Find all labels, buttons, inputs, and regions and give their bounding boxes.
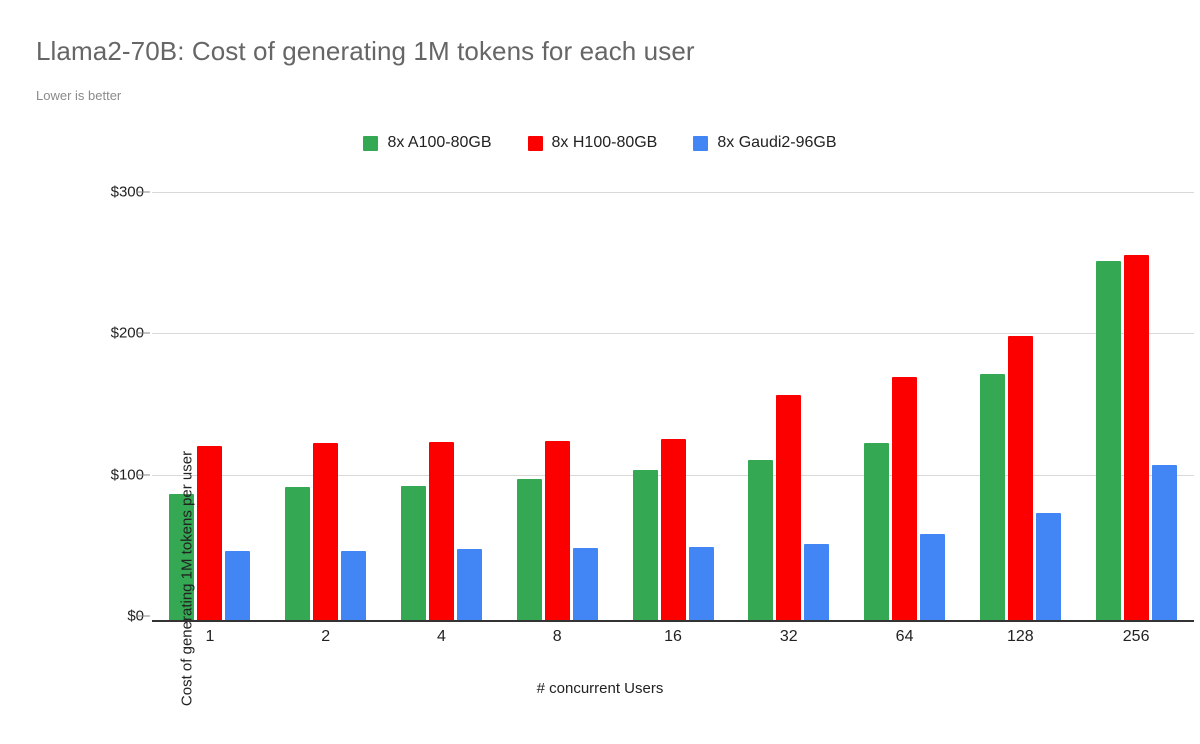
bar-group: [384, 196, 500, 620]
x-axis-tick-label: 128: [1007, 628, 1034, 645]
bar[interactable]: [776, 395, 802, 620]
y-axis-tick-mark: [136, 191, 150, 193]
legend-item[interactable]: 8x Gaudi2-96GB: [693, 134, 837, 152]
bar[interactable]: [169, 494, 195, 620]
bar-group: [731, 196, 847, 620]
legend-item[interactable]: 8x H100-80GB: [527, 134, 658, 152]
y-axis-tick-label: $100: [110, 466, 144, 484]
legend-label: 8x A100-80GB: [387, 134, 492, 151]
bar[interactable]: [225, 550, 251, 620]
bar[interactable]: [456, 549, 482, 620]
bar[interactable]: [688, 546, 714, 620]
x-axis-tick-label: 64: [895, 628, 914, 645]
x-axis-tick-label: 256: [1122, 628, 1150, 645]
bar-group: [499, 196, 615, 620]
bar[interactable]: [197, 446, 223, 620]
chart-subtitle: Lower is better: [36, 88, 122, 103]
bar[interactable]: [428, 441, 454, 620]
chart-legend: 8x A100-80GB 8x H100-80GB 8x Gaudi2-96GB: [0, 134, 1200, 152]
bar[interactable]: [864, 443, 890, 620]
legend-label: 8x H100-80GB: [551, 134, 658, 151]
y-axis-tick-label: $200: [110, 324, 144, 342]
bar[interactable]: [285, 487, 311, 620]
bar[interactable]: [1151, 464, 1177, 620]
x-axis-tick-labels: 1 2 4 8 16 32 64 128 256: [152, 628, 1194, 646]
legend-swatch-icon: [363, 135, 379, 151]
y-axis-tick-mark: [136, 615, 150, 617]
x-axis-tick-label: 16: [664, 628, 682, 645]
bar[interactable]: [1095, 261, 1121, 620]
bar[interactable]: [920, 533, 946, 620]
bar[interactable]: [516, 478, 542, 620]
bar-group: [1078, 196, 1194, 620]
bar-group: [962, 196, 1078, 620]
x-axis-tick-label: 4: [437, 628, 446, 645]
page-title: Llama2-70B: Cost of generating 1M tokens…: [36, 36, 695, 66]
bar[interactable]: [544, 440, 570, 620]
bar[interactable]: [748, 460, 774, 620]
bar-group: [152, 196, 268, 620]
bar[interactable]: [1123, 255, 1149, 620]
legend-label: 8x Gaudi2-96GB: [717, 134, 837, 151]
gridline: [152, 333, 1194, 335]
bar[interactable]: [660, 439, 686, 620]
bar[interactable]: [892, 376, 918, 620]
legend-swatch-icon: [693, 135, 709, 151]
bar[interactable]: [804, 543, 830, 620]
bar[interactable]: [341, 550, 367, 620]
bar-group: [847, 196, 963, 620]
x-axis-title: # concurrent Users: [536, 680, 664, 697]
y-axis-tick-mark: [136, 332, 150, 334]
bar[interactable]: [313, 443, 339, 620]
legend-swatch-icon: [527, 135, 543, 151]
plot-area: $0 $100 $200 $300 Cost of generating 1M tok…: [111, 184, 1194, 706]
x-axis-tick-label: 8: [552, 628, 562, 645]
bar-group: [268, 196, 384, 620]
bar[interactable]: [572, 547, 598, 620]
y-axis-tick-label: $0: [127, 607, 144, 625]
x-axis-tick-label: 1: [205, 628, 215, 645]
bar[interactable]: [632, 470, 658, 620]
y-axis-tick-mark: [136, 474, 150, 476]
legend-item[interactable]: 8x A100-80GB: [363, 134, 492, 152]
x-axis-tick-label: 32: [779, 628, 798, 645]
bar[interactable]: [400, 485, 426, 620]
x-axis-tick-label: 2: [321, 628, 331, 645]
x-axis-line: [152, 620, 1194, 622]
bar[interactable]: [979, 374, 1005, 620]
gridline: [152, 192, 1194, 193]
bar[interactable]: [1035, 512, 1061, 620]
bar-group: [615, 196, 731, 620]
bar[interactable]: [1007, 335, 1033, 620]
bar-groups: [152, 196, 1194, 620]
y-axis-tick-label: $300: [110, 183, 144, 201]
